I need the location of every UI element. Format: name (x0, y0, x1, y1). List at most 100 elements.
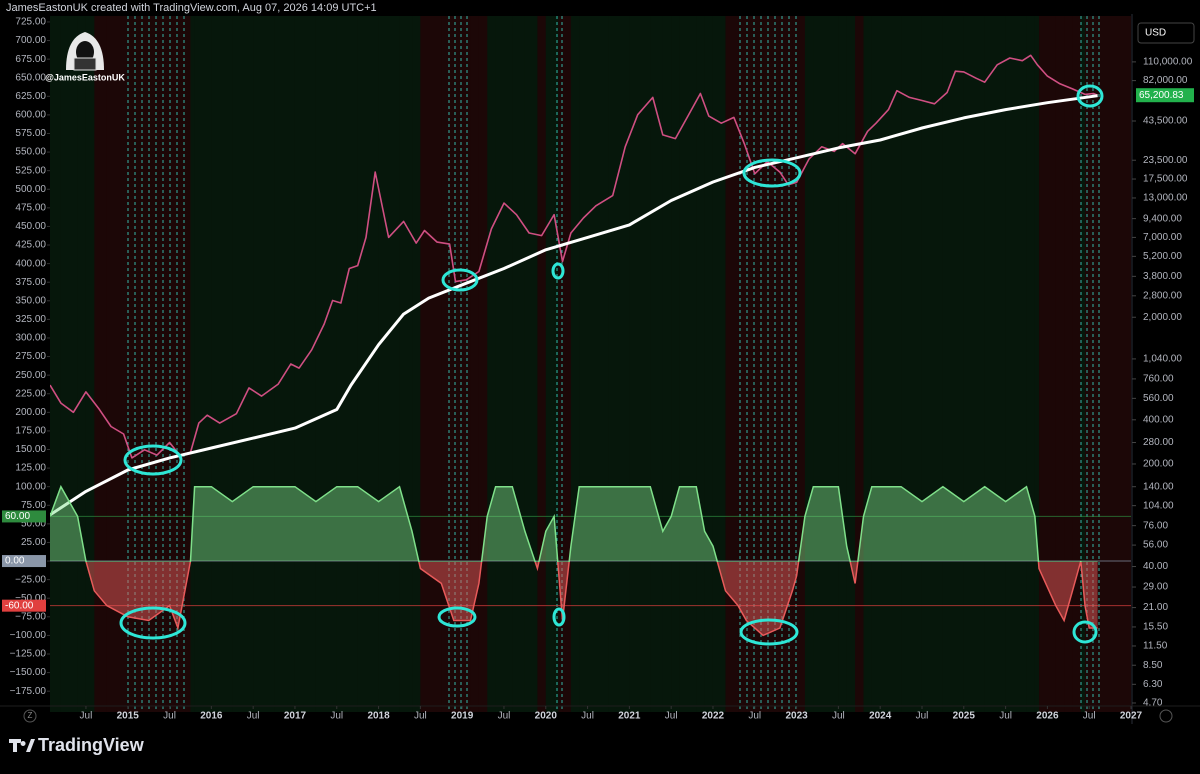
y2-tick-label: 9,400.00 (1143, 213, 1182, 224)
x-tick-label: 2027 (1120, 711, 1143, 722)
header: JamesEastonUK created with TradingView.c… (6, 2, 377, 14)
settings-button[interactable] (1159, 709, 1173, 723)
regime-band (671, 16, 681, 712)
y2-tick-label: 280.00 (1143, 437, 1174, 448)
regime-band (1055, 16, 1065, 712)
y2-tick-label: 23,500.00 (1143, 155, 1188, 166)
regime-band (579, 16, 609, 712)
price-line (50, 54, 1098, 459)
currency[interactable]: USD (1145, 28, 1166, 39)
regime-band (148, 16, 171, 712)
regime-band (399, 16, 413, 712)
y-tick-label: −175.00 (10, 686, 47, 697)
y-tick-label: −50.00 (15, 593, 46, 604)
regime-band (696, 16, 706, 712)
y2-tick-label: 56.00 (1143, 540, 1168, 551)
regime-band (921, 16, 944, 712)
regime-band (704, 16, 714, 712)
highlight (552, 607, 566, 627)
y2-tick-label: 400.00 (1143, 414, 1174, 425)
x-tick-label: 2023 (785, 711, 808, 722)
regime-band (984, 16, 1007, 712)
y2-tick-label: 760.00 (1143, 374, 1174, 385)
y-tick-label: 275.00 (15, 351, 46, 362)
regime-band (963, 16, 986, 712)
y-tick-label: 650.00 (15, 72, 46, 83)
x-tick-label: Jul (247, 711, 260, 722)
y2-tick-label: 40.00 (1143, 561, 1168, 572)
regime-band (562, 16, 572, 712)
y2-tick-label: 11.50 (1143, 641, 1168, 652)
x-tick-label: Jul (1083, 711, 1096, 722)
level-label-box (2, 599, 46, 612)
y-tick-label: 700.00 (15, 35, 46, 46)
regime-band (838, 16, 848, 712)
y2-tick-label: 560.00 (1143, 393, 1174, 404)
regime-band (554, 16, 559, 712)
regime-band (570, 16, 580, 712)
highlight (742, 158, 802, 188)
y-tick-label: 400.00 (15, 258, 46, 269)
y2-tick-label: 5,200.00 (1143, 251, 1182, 262)
level-label-box (2, 555, 46, 568)
y-tick-label: 125.00 (15, 463, 46, 474)
regime-band (1064, 16, 1073, 712)
x-tick-label: Jul (414, 711, 427, 722)
y2-tick-label: 76.00 (1143, 520, 1168, 531)
y2-tick-label: 17,500.00 (1143, 174, 1188, 185)
y2-tick-label: 200.00 (1143, 459, 1174, 470)
zoom-button[interactable] (23, 709, 37, 723)
currency-box[interactable] (1137, 22, 1195, 44)
regime-band (629, 16, 651, 712)
regime-shading (50, 16, 1131, 712)
regime-band (487, 16, 497, 712)
y2-tick-label: 8.50 (1143, 660, 1163, 671)
x-tick-label: Jul (665, 711, 678, 722)
zoom-label[interactable]: Z (28, 711, 33, 720)
y-tick-label: 300.00 (15, 333, 46, 344)
regime-band (863, 16, 873, 712)
regime-band (804, 16, 814, 712)
avatar (66, 32, 104, 71)
last-price-box (1136, 88, 1194, 103)
watermark: @JamesEastonUK (45, 72, 125, 82)
regime-band (194, 16, 212, 712)
regime-band (662, 16, 672, 712)
regime-band (253, 16, 275, 712)
y-tick-label: 725.00 (15, 17, 46, 28)
x-tick-label: Jul (916, 711, 929, 722)
regime-band (871, 16, 902, 712)
regime-band (211, 16, 233, 712)
regime-band (420, 16, 442, 712)
y-tick-label: 475.00 (15, 202, 46, 213)
level-label-box (2, 510, 46, 523)
highlight (551, 262, 565, 280)
y-tick-label: 450.00 (15, 221, 46, 232)
regime-band (60, 16, 79, 712)
oscillator-line (50, 484, 1082, 562)
regime-band (846, 16, 856, 712)
highlight (119, 606, 187, 640)
y2-tick-label: 7,000.00 (1143, 232, 1182, 243)
regime-band (779, 16, 793, 712)
x-tick-label: 2024 (869, 711, 892, 722)
y-tick-label: −25.00 (15, 574, 46, 585)
laptop (73, 57, 97, 71)
x-tick-label: 2017 (284, 711, 307, 722)
regime-band (470, 16, 480, 712)
regime-band (50, 16, 62, 712)
regime-band (274, 16, 296, 712)
y-tick-label: 375.00 (15, 277, 46, 288)
regime-band (169, 16, 179, 712)
regime-band (94, 16, 108, 712)
regime-band (127, 16, 150, 712)
x-tick-label: 2015 (117, 711, 140, 722)
regime-band (545, 16, 555, 712)
regime-band (746, 16, 764, 712)
highlights (119, 84, 1104, 646)
regime-band (294, 16, 317, 712)
y2-tick-label: 15.50 (1143, 622, 1168, 633)
y2-tick-label: 43,500.00 (1143, 116, 1188, 127)
highlight (739, 618, 799, 646)
